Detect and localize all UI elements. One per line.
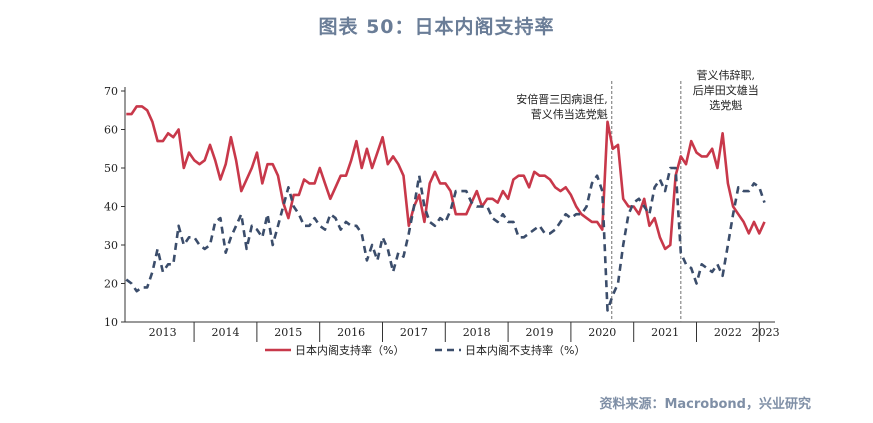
disapproval-series-line bbox=[125, 166, 766, 312]
legend-label: 日本内阁支持率（%） bbox=[295, 343, 404, 357]
x-tick-label: 2018 bbox=[463, 326, 491, 339]
y-tick-label: 50 bbox=[104, 162, 118, 175]
event-annotation-line: 安倍晋三因病退任, bbox=[516, 92, 608, 106]
approval-series-line bbox=[126, 105, 766, 251]
x-tick-label: 2021 bbox=[651, 326, 679, 339]
event-annotation-line: 菅义伟当选党魁 bbox=[531, 107, 608, 121]
event-annotation-line: 菅义伟辞职, bbox=[697, 68, 756, 82]
y-tick-label: 10 bbox=[104, 316, 118, 329]
y-tick-label: 40 bbox=[104, 201, 118, 214]
x-tick-label: 2023 bbox=[752, 326, 780, 339]
y-tick-label: 30 bbox=[104, 239, 118, 252]
x-tick-label: 2014 bbox=[211, 326, 239, 339]
event-annotation: 安倍晋三因病退任,菅义伟当选党魁 bbox=[516, 92, 608, 121]
y-tick-label: 20 bbox=[104, 278, 118, 291]
legend-label: 日本内阁不支持率（%） bbox=[465, 343, 585, 357]
x-tick-label: 2015 bbox=[274, 326, 302, 339]
x-tick-label: 2017 bbox=[400, 326, 428, 339]
x-tick-label: 2016 bbox=[337, 326, 365, 339]
x-tick-label: 2013 bbox=[149, 326, 177, 339]
x-tick-label: 2020 bbox=[588, 326, 616, 339]
y-tick-label: 60 bbox=[104, 124, 118, 137]
x-tick-label: 2019 bbox=[525, 326, 553, 339]
y-tick-label: 70 bbox=[104, 85, 118, 98]
source-note: 资料来源：Macrobond，兴业研究 bbox=[599, 397, 811, 412]
event-annotation-line: 选党魁 bbox=[709, 98, 742, 112]
x-tick-label: 2022 bbox=[714, 326, 742, 339]
figure-title: 图表 50：日本内阁支持率 bbox=[318, 16, 555, 38]
event-annotation-line: 后岸田文雄当 bbox=[693, 83, 759, 97]
